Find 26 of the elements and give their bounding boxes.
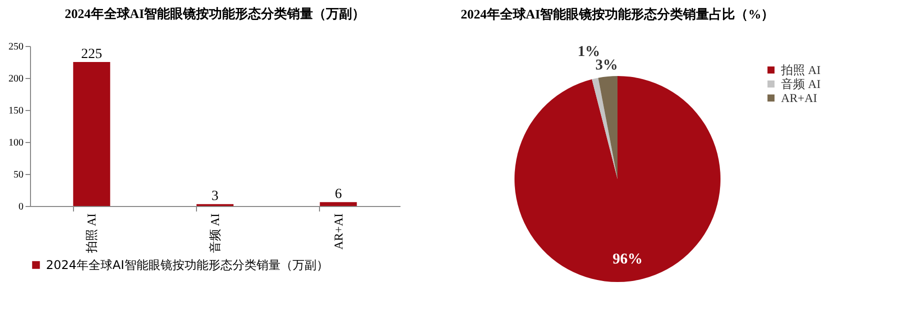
chart-title: 2024年全球AI智能眼镜按功能形态分类销量（万副） (64, 6, 366, 21)
x-tick-label: 拍照 AI (84, 214, 99, 254)
y-tick-label: 50 (14, 170, 24, 180)
pie-slice (598, 76, 618, 179)
y-tick-label: 150 (8, 106, 24, 116)
bar (73, 62, 110, 206)
data-label: 3% (595, 58, 618, 74)
chart-title: 2024年全球AI智能眼镜按功能形态分类销量占比（%） (460, 6, 774, 22)
legend-label: AR+AI (781, 91, 818, 105)
legend-label: 音频 AI (781, 77, 821, 91)
y-tick-label: 0 (18, 202, 24, 212)
data-label: 6 (334, 187, 342, 202)
data-label: 225 (81, 47, 102, 62)
y-tick-label: 200 (8, 74, 24, 84)
data-label: 1% (578, 44, 600, 60)
data-label: 96% (612, 252, 643, 268)
x-tick-label: AR+AI (331, 214, 346, 250)
legend-label: 2024年全球AI智能眼镜按功能形态分类销量（万副） (46, 258, 328, 272)
legend-label: 拍照 AI (780, 63, 821, 77)
y-tick-label: 100 (8, 138, 24, 148)
pie-slice (514, 76, 720, 282)
pie-slice (592, 78, 618, 179)
y-tick-label: 250 (8, 42, 24, 52)
bar (320, 202, 357, 206)
data-label: 3 (212, 189, 218, 204)
x-tick-label: 音频 AI (208, 214, 222, 254)
